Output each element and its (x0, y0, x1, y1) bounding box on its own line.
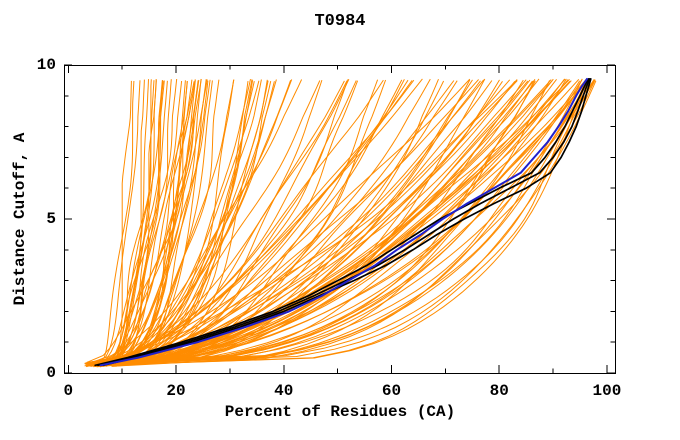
orange-model-curve (107, 80, 594, 367)
orange-model-curve (108, 79, 580, 364)
orange-model-curve (92, 80, 345, 366)
orange-model-curve (105, 80, 155, 367)
orange-model-curve (100, 79, 552, 364)
black-model-1-curve (94, 78, 590, 367)
orange-model-curve (87, 80, 165, 367)
orange-model-curve (102, 80, 572, 366)
orange-model-curve (104, 81, 188, 365)
orange-model-curve (100, 79, 588, 366)
orange-model-curve (109, 80, 321, 365)
x-tick-label-100: 100 (592, 382, 622, 400)
orange-model-curve (100, 79, 583, 366)
orange-model-curve (89, 78, 350, 363)
orange-model-curve (104, 79, 202, 367)
y-tick-label-0: 0 (46, 364, 56, 382)
chart-title: T0984 (314, 12, 366, 31)
orange-model-curve (104, 80, 272, 366)
orange-model-curve (113, 80, 536, 364)
orange-model-curve (87, 79, 235, 365)
model-curves (84, 77, 597, 368)
y-tick-label-5: 5 (46, 210, 56, 228)
black-model-2-curve (97, 78, 591, 367)
orange-model-curve (100, 78, 157, 365)
orange-model-curve (94, 79, 485, 365)
plot-frame (64, 64, 616, 374)
orange-model-curve (94, 79, 293, 367)
black-model-3-curve (102, 78, 592, 367)
orange-model-curve (88, 78, 583, 364)
orange-model-curve (91, 79, 384, 366)
orange-model-curve (97, 80, 357, 366)
orange-model-curve (84, 80, 199, 367)
x-tick-label-0: 0 (63, 382, 74, 400)
orange-model-curve (93, 80, 455, 368)
x-axis-label: Percent of Residues (CA) (224, 403, 456, 421)
x-tick-label-60: 60 (381, 382, 402, 400)
x-tick-label-80: 80 (489, 382, 509, 400)
orange-model-curve (91, 81, 275, 366)
orange-model-curve (91, 80, 597, 365)
x-tick-label-40: 40 (274, 382, 294, 400)
orange-model-curve (93, 79, 589, 366)
orange-model-curve (99, 79, 511, 368)
orange-model-curve (85, 78, 471, 366)
orange-model-curve (113, 78, 557, 365)
orange-model-curve (106, 79, 479, 365)
orange-model-curve (86, 79, 349, 364)
blue-best-model-curve (99, 77, 588, 367)
orange-model-curve (115, 79, 323, 367)
orange-model-curve (95, 79, 415, 366)
orange-model-curve (89, 79, 303, 364)
orange-model-curve (108, 80, 458, 366)
orange-model-curve (99, 80, 188, 368)
orange-model-curve (97, 80, 183, 368)
orange-model-curve (84, 80, 292, 365)
orange-model-curve (86, 79, 193, 366)
orange-model-curve (86, 80, 260, 367)
orange-model-curve (102, 80, 163, 365)
orange-model-curve (94, 79, 196, 366)
orange-model-curve (96, 79, 409, 368)
orange-model-curve (95, 80, 518, 367)
orange-model-curve (115, 79, 145, 367)
orange-model-curve (96, 80, 135, 366)
x-tick-label-20: 20 (166, 382, 186, 400)
orange-model-curve (91, 79, 527, 365)
orange-model-curve (104, 80, 163, 364)
orange-model-curve (89, 80, 141, 365)
y-tick-label-10: 10 (36, 56, 56, 74)
orange-model-curve (109, 79, 524, 363)
orange-model-curve (113, 81, 199, 364)
